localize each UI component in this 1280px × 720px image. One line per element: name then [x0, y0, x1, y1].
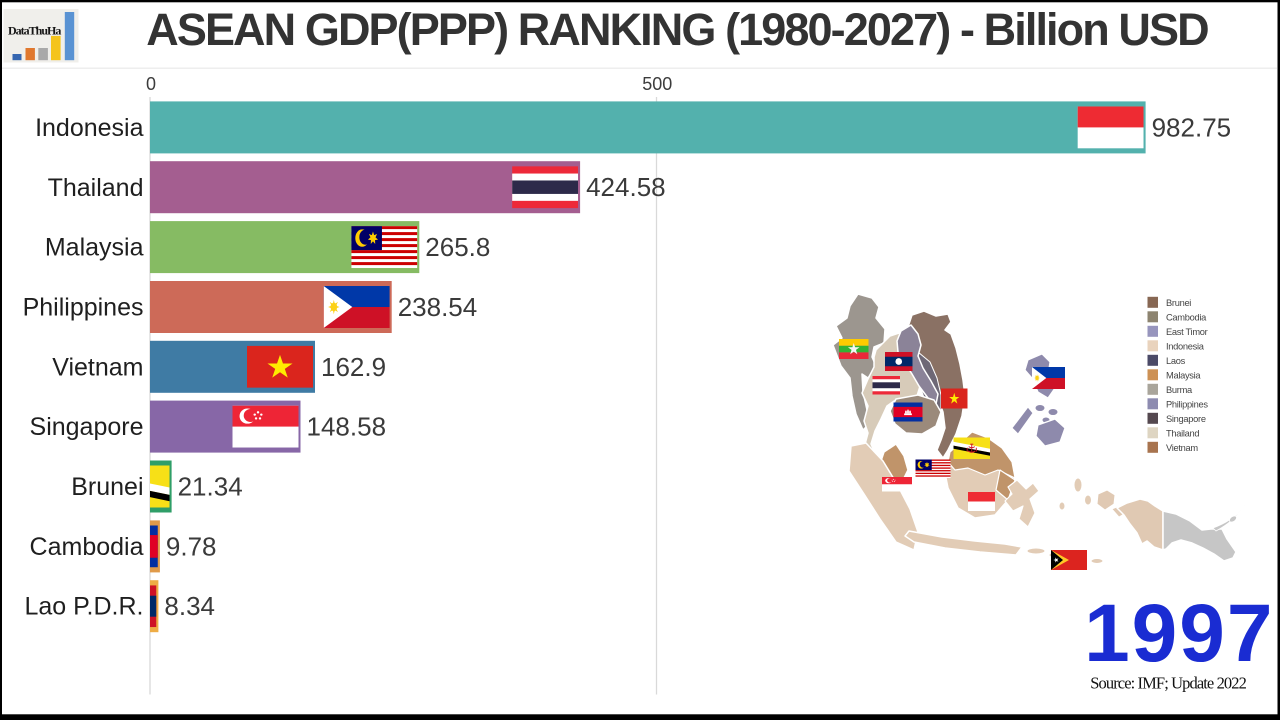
- svg-text:DataThuHa: DataThuHa: [8, 24, 61, 38]
- svg-text:148.58: 148.58: [307, 412, 387, 442]
- svg-text:Vietnam: Vietnam: [1166, 443, 1198, 453]
- svg-text:Cambodia: Cambodia: [30, 533, 144, 561]
- svg-text:Indonesia: Indonesia: [35, 114, 144, 142]
- svg-text:Malaysia: Malaysia: [45, 234, 144, 262]
- svg-text:Vietnam: Vietnam: [52, 353, 143, 381]
- svg-text:Brunei: Brunei: [71, 473, 143, 501]
- svg-text:Philippines: Philippines: [23, 294, 144, 322]
- svg-text:0: 0: [146, 74, 156, 94]
- svg-text:Brunei: Brunei: [1166, 298, 1191, 308]
- svg-text:Indonesia: Indonesia: [1166, 342, 1205, 352]
- svg-text:Cambodia: Cambodia: [1166, 313, 1207, 323]
- svg-text:East Timor: East Timor: [1166, 327, 1208, 337]
- svg-text:Philippines: Philippines: [1166, 400, 1208, 410]
- svg-text:Burma: Burma: [1166, 385, 1193, 395]
- svg-text:Singapore: Singapore: [1166, 414, 1206, 424]
- svg-text:8.34: 8.34: [164, 591, 215, 621]
- svg-text:Laos: Laos: [1166, 356, 1186, 366]
- svg-text:Thailand: Thailand: [48, 174, 144, 202]
- svg-text:982.75: 982.75: [1152, 112, 1232, 142]
- svg-text:Lao P.D.R.: Lao P.D.R.: [24, 593, 143, 621]
- svg-text:Thailand: Thailand: [1166, 429, 1199, 439]
- svg-text:162.9: 162.9: [321, 352, 386, 382]
- svg-text:Source: IMF; Update 2022: Source: IMF; Update 2022: [1090, 674, 1246, 693]
- svg-text:500: 500: [642, 74, 672, 94]
- svg-text:ASEAN GDP(PPP) RANKING (1980-2: ASEAN GDP(PPP) RANKING (1980-2027) - Bil…: [146, 4, 1208, 55]
- svg-text:265.8: 265.8: [425, 232, 490, 262]
- svg-text:238.54: 238.54: [398, 292, 478, 322]
- svg-text:1997: 1997: [1084, 588, 1274, 679]
- svg-text:9.78: 9.78: [166, 531, 217, 561]
- svg-text:424.58: 424.58: [586, 172, 666, 202]
- svg-text:Malaysia: Malaysia: [1166, 371, 1201, 381]
- svg-text:Singapore: Singapore: [30, 413, 144, 441]
- svg-text:21.34: 21.34: [178, 472, 243, 502]
